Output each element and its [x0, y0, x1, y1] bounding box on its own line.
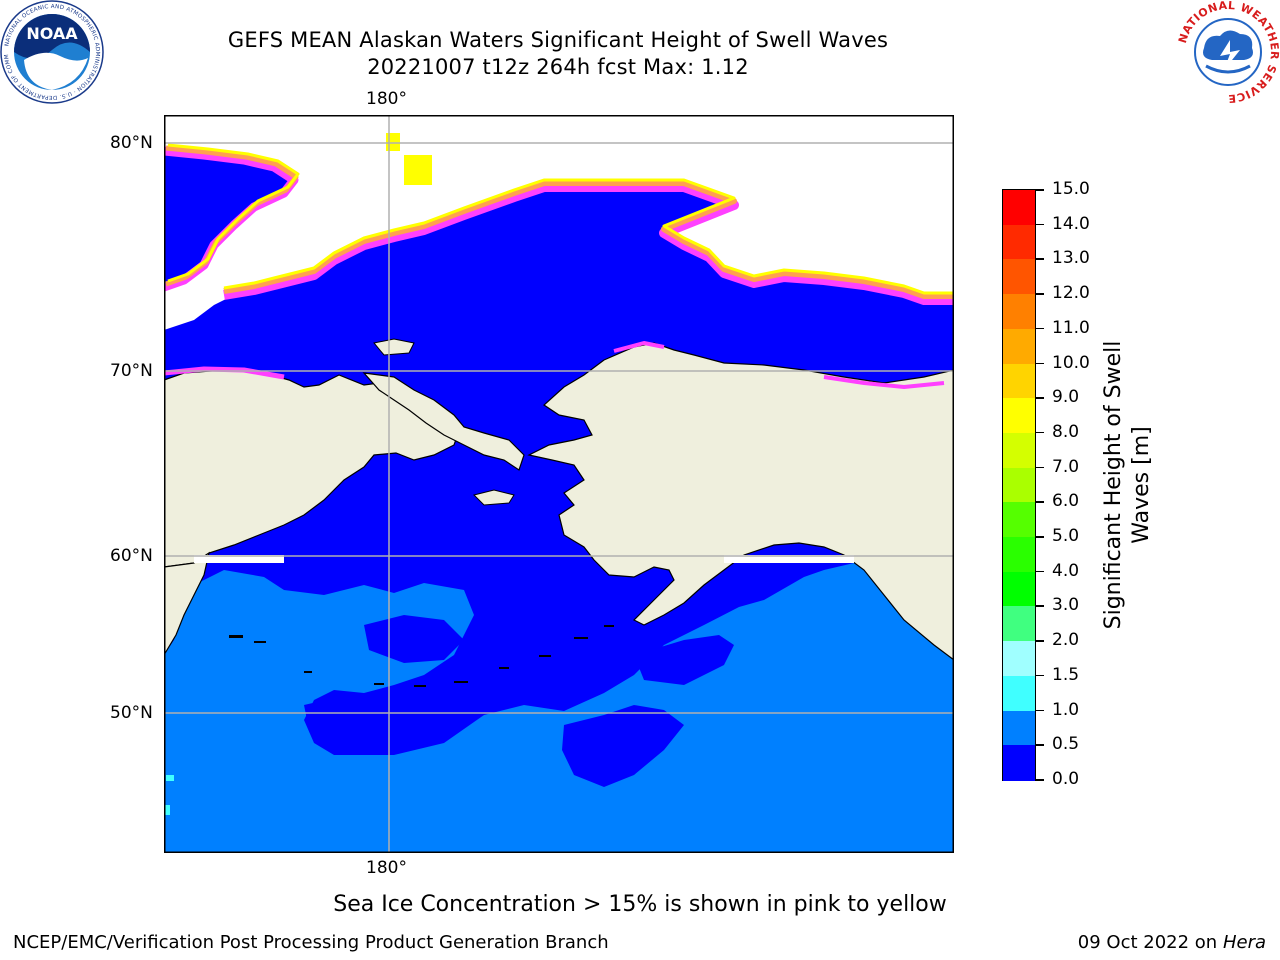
footer-branch: NCEP/EMC/Verification Post Processing Pr…: [13, 932, 609, 953]
colorbar-segment: [1003, 432, 1035, 469]
colorbar-tick: [1036, 258, 1044, 260]
colorbar-label: 13.0: [1052, 248, 1090, 269]
land-alaska: [527, 342, 954, 661]
no-data-strip-west: [194, 555, 284, 563]
colorbar-tick: [1036, 779, 1044, 781]
sea-ice-edge: [164, 143, 954, 389]
island-wrangel: [373, 338, 415, 356]
colorbar-tick: [1036, 605, 1044, 607]
colorbar-segment: [1003, 259, 1035, 295]
colorbar-segment: [1003, 675, 1035, 712]
ice-floe-1: [386, 133, 400, 151]
colorbar-tick: [1036, 640, 1044, 642]
footer-date: 09 Oct 2022 on Hera: [1078, 932, 1266, 954]
ocean-low-patch-3: [634, 635, 734, 685]
colorbar-segment: [1003, 502, 1035, 538]
colorbar-tick: [1036, 674, 1044, 677]
colorbar-label: 11.0: [1052, 317, 1090, 338]
colorbar-tick: [1036, 536, 1044, 538]
colorbar-segment: [1003, 571, 1035, 608]
colorbar-label: 10.0: [1052, 352, 1090, 373]
lat-label-50: 50°N: [110, 703, 153, 723]
lat-label-60: 60°N: [110, 546, 153, 566]
colorbar-label: 15.0: [1052, 179, 1090, 199]
colorbar-tick: [1036, 570, 1044, 573]
colorbar-label: 6.0: [1052, 491, 1080, 512]
ocean-cyan-spot-2: [164, 805, 170, 815]
colorbar-label: 3.0: [1052, 595, 1080, 616]
colorbar-segment: [1003, 606, 1035, 642]
colorbar-tick: [1036, 501, 1044, 503]
colorbar-label: 2.0: [1052, 630, 1080, 651]
arctic-no-data-hole: [214, 190, 314, 293]
colorbar-tick: [1036, 327, 1044, 330]
lat-label-70: 70°N: [110, 361, 153, 381]
colorbar-segment: [1003, 467, 1035, 503]
colorbar-segment: [1003, 224, 1035, 260]
lat-label-80: 80°N: [110, 133, 153, 153]
colorbar-segment: [1003, 641, 1035, 677]
colorbar-label: 4.0: [1052, 560, 1080, 581]
colorbar-label: 8.0: [1052, 421, 1080, 442]
colorbar-tick: [1036, 223, 1044, 226]
colorbar-segment: [1003, 294, 1035, 330]
ocean-low-patch-1: [304, 685, 484, 743]
colorbar-label: 1.0: [1052, 699, 1080, 720]
no-data-strip-east: [724, 555, 854, 563]
colorbar-tick: [1036, 397, 1044, 399]
lon-label-top: 180°: [366, 89, 407, 109]
aleutian-islands: [229, 625, 614, 687]
ocean-cyan-spot: [166, 775, 174, 781]
ocean-mid-swell: [164, 563, 954, 853]
colorbar-label: 0.5: [1052, 734, 1080, 755]
colorbar-tick: [1036, 744, 1044, 746]
chart-title: GEFS MEAN Alaskan Waters Significant Hei…: [227, 28, 889, 52]
colorbar-title: Significant Height of Swell Waves [m]: [1100, 305, 1160, 665]
colorbar-title-line1: Significant Height of Swell: [1101, 340, 1126, 630]
colorbar-segment: [1003, 190, 1035, 226]
graticule: [164, 115, 954, 853]
land-siberia-west: [164, 369, 460, 568]
footer-host: Hera: [1222, 932, 1266, 953]
colorbar-title-line2: Waves [m]: [1129, 426, 1154, 544]
colorbar-ticks: [1036, 189, 1046, 781]
colorbar-segment: [1003, 710, 1035, 746]
colorbar-tick: [1036, 466, 1044, 469]
chart-subtitle: 20221007 t12z 264h fcst Max: 1.12: [367, 55, 749, 79]
colorbar-segment: [1003, 328, 1035, 365]
colorbar-label: 9.0: [1052, 387, 1080, 408]
colorbar-segment: [1003, 745, 1035, 781]
colorbar-segment: [1003, 537, 1035, 573]
noaa-logo: NATIONAL OCEANIC AND ATMOSPHERIC ADMINIS…: [0, 0, 104, 104]
colorbar-segment: [1003, 398, 1035, 434]
lon-label-bottom: 180°: [366, 858, 407, 878]
island-st-lawrence: [473, 489, 515, 506]
colorbar-label: 14.0: [1052, 213, 1090, 234]
colorbar: [1002, 189, 1036, 781]
map-frame: [164, 115, 954, 853]
colorbar-tick: [1036, 709, 1044, 712]
colorbar-label: 7.0: [1052, 456, 1080, 477]
colorbar-label: 1.5: [1052, 664, 1080, 685]
colorbar-tick: [1036, 293, 1044, 295]
colorbar-tick: [1036, 189, 1044, 191]
colorbar-label: 0.0: [1052, 769, 1080, 789]
colorbar-tick: [1036, 362, 1044, 365]
ocean-low-patch-2: [562, 705, 684, 787]
colorbar-label: 12.0: [1052, 283, 1090, 304]
nws-logo: NATIONAL WEATHER SERVICE: [1176, 0, 1280, 104]
map-panel: [164, 115, 954, 853]
colorbar-label: 5.0: [1052, 526, 1080, 547]
arctic-ocean-west: [164, 150, 294, 287]
sea-ice-notice: Sea Ice Concentration > 15% is shown in …: [333, 892, 947, 917]
land-chukotka: [362, 372, 525, 471]
noaa-logo-text: NOAA: [26, 24, 78, 43]
colorbar-segment: [1003, 363, 1035, 399]
ice-floe-2: [404, 155, 432, 185]
colorbar-tick: [1036, 431, 1044, 434]
footer-date-text: 09 Oct 2022 on: [1077, 932, 1223, 953]
